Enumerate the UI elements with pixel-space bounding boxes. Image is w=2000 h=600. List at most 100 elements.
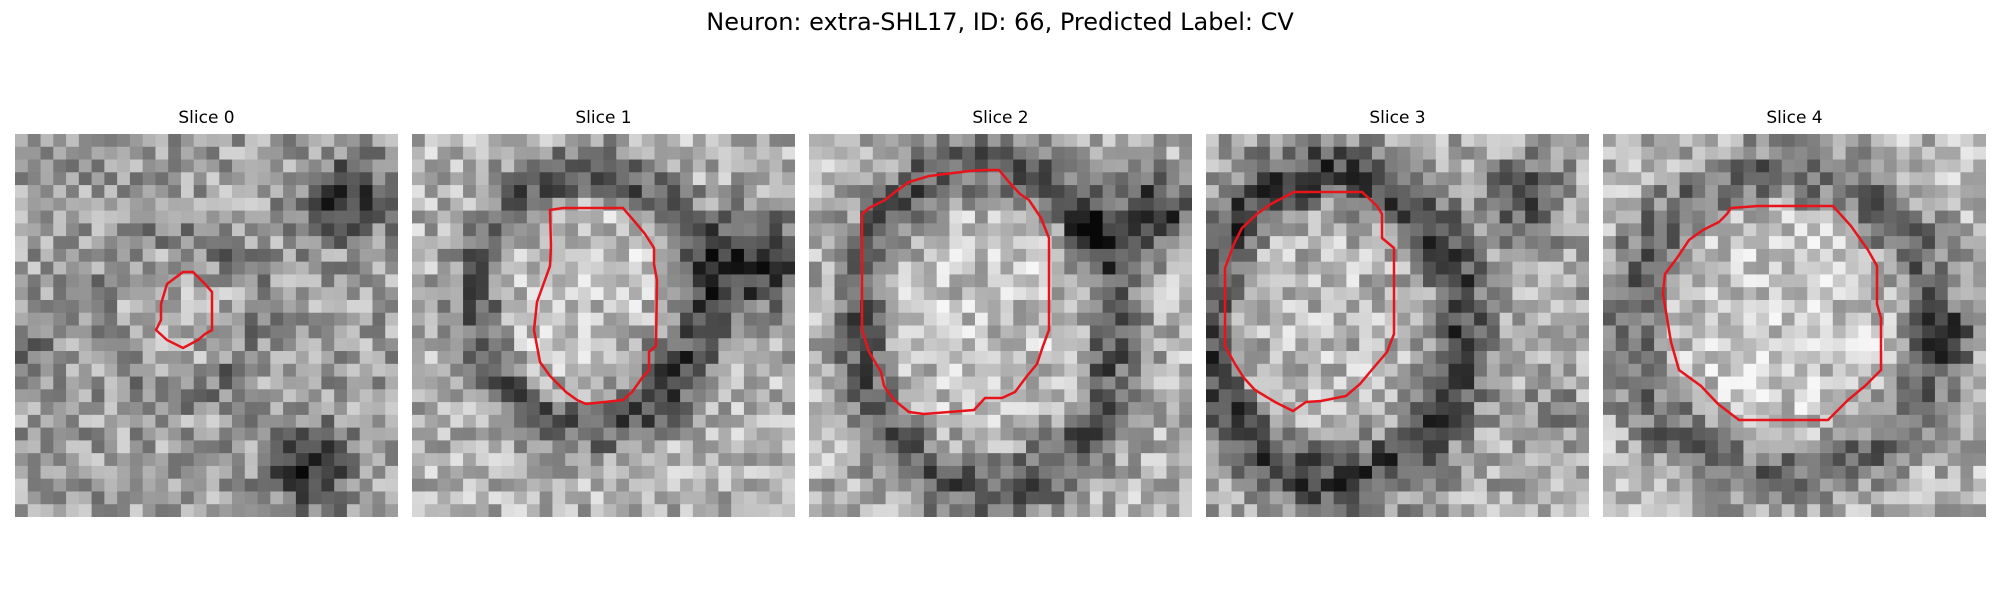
image-pixel (1308, 134, 1322, 148)
image-pixel (1794, 325, 1808, 339)
image-pixel (501, 274, 515, 288)
image-pixel (463, 453, 477, 467)
image-pixel (450, 465, 464, 480)
image-pixel (219, 453, 233, 467)
image-pixel (1654, 351, 1668, 365)
image-pixel (565, 504, 579, 517)
image-pixel (847, 338, 861, 352)
image-pixel (295, 351, 310, 365)
image-pixel (1832, 223, 1847, 237)
image-pixel (1525, 261, 1539, 276)
image-pixel (1807, 363, 1821, 378)
image-pixel (1308, 478, 1322, 493)
image-pixel (1089, 261, 1104, 276)
image-pixel (1934, 389, 1949, 403)
image-pixel (1140, 351, 1155, 365)
image-pixel (1448, 351, 1462, 365)
image-pixel (206, 491, 220, 505)
image-pixel (437, 223, 451, 237)
image-pixel (40, 351, 54, 365)
image-pixel (1320, 134, 1335, 148)
image-pixel (117, 172, 131, 186)
image-pixel (1666, 185, 1681, 199)
image-pixel (1000, 363, 1014, 378)
image-pixel (514, 491, 528, 505)
image-pixel (1820, 389, 1834, 403)
image-pixel (155, 248, 169, 263)
image-pixel (1051, 223, 1065, 237)
image-pixel (514, 351, 528, 365)
image-pixel (577, 312, 592, 327)
image-pixel (219, 223, 233, 237)
image-pixel (949, 287, 963, 301)
image-pixel (129, 274, 144, 288)
image-pixel (769, 427, 783, 441)
image-pixel (1832, 287, 1847, 301)
image-pixel (1550, 389, 1565, 403)
image-pixel (1410, 210, 1424, 224)
image-pixel (1550, 223, 1565, 237)
image-pixel (514, 414, 528, 429)
image-pixel (1128, 351, 1142, 365)
image-pixel (1615, 287, 1630, 301)
image-pixel (1858, 338, 1872, 352)
image-pixel (1423, 172, 1437, 186)
image-pixel (1359, 261, 1373, 276)
image-pixel (1308, 465, 1322, 480)
image-pixel (1089, 248, 1104, 263)
image-pixel (1628, 402, 1642, 416)
image-pixel (129, 261, 144, 276)
image-pixel (1218, 427, 1233, 441)
image-pixel (1615, 134, 1630, 148)
image-pixel (1807, 338, 1821, 352)
image-pixel (193, 414, 208, 429)
image-pixel (667, 299, 681, 314)
image-pixel (526, 440, 541, 454)
image-pixel (1244, 363, 1258, 378)
image-pixel (1166, 274, 1180, 288)
image-pixel (283, 351, 297, 365)
image-pixel (463, 478, 477, 493)
image-pixel (1947, 338, 1962, 352)
image-pixel (385, 146, 398, 161)
image-pixel (629, 274, 643, 288)
image-pixel (667, 376, 681, 390)
image-pixel (1128, 236, 1142, 250)
image-pixel (718, 299, 732, 314)
image-pixel (1013, 325, 1027, 339)
image-pixel (1794, 261, 1808, 276)
image-pixel (1166, 185, 1180, 199)
image-pixel (1244, 376, 1258, 390)
image-pixel (860, 134, 874, 148)
image-pixel (488, 440, 502, 454)
image-pixel (1576, 389, 1589, 403)
image-pixel (1794, 491, 1808, 505)
image-pixel (1512, 299, 1526, 314)
image-pixel (552, 338, 566, 352)
image-pixel (1499, 427, 1513, 441)
image-pixel (629, 376, 643, 390)
image-pixel (1346, 312, 1360, 327)
image-pixel (1807, 287, 1821, 301)
image-pixel (590, 465, 605, 480)
image-pixel (834, 453, 848, 467)
image-pixel (180, 287, 195, 301)
image-pixel (1858, 312, 1872, 327)
image-pixel (1576, 414, 1589, 429)
image-pixel (321, 389, 335, 403)
image-pixel (1461, 172, 1475, 186)
image-pixel (974, 427, 989, 441)
image-pixel (1603, 159, 1617, 173)
image-pixel (1257, 223, 1271, 237)
image-pixel (526, 197, 541, 212)
image-pixel (142, 363, 157, 378)
image-pixel (501, 427, 515, 441)
image-pixel (283, 287, 297, 301)
image-pixel (872, 223, 887, 237)
image-pixel (1359, 197, 1373, 212)
image-pixel (923, 338, 938, 352)
image-pixel (514, 210, 528, 224)
image-pixel (1615, 312, 1630, 327)
image-pixel (1102, 146, 1116, 161)
image-pixel (692, 427, 707, 441)
